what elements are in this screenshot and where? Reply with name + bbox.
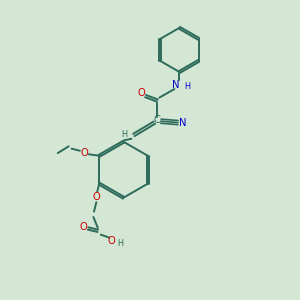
Text: H: H [121, 130, 127, 140]
Text: O: O [79, 222, 87, 232]
Text: C: C [154, 115, 161, 125]
Text: O: O [137, 88, 145, 98]
Text: N: N [172, 80, 180, 90]
Text: O: O [108, 236, 116, 246]
Text: O: O [92, 192, 100, 202]
Text: H: H [185, 82, 191, 91]
Text: H: H [117, 239, 123, 248]
Text: N: N [178, 118, 186, 128]
Text: O: O [80, 148, 88, 158]
